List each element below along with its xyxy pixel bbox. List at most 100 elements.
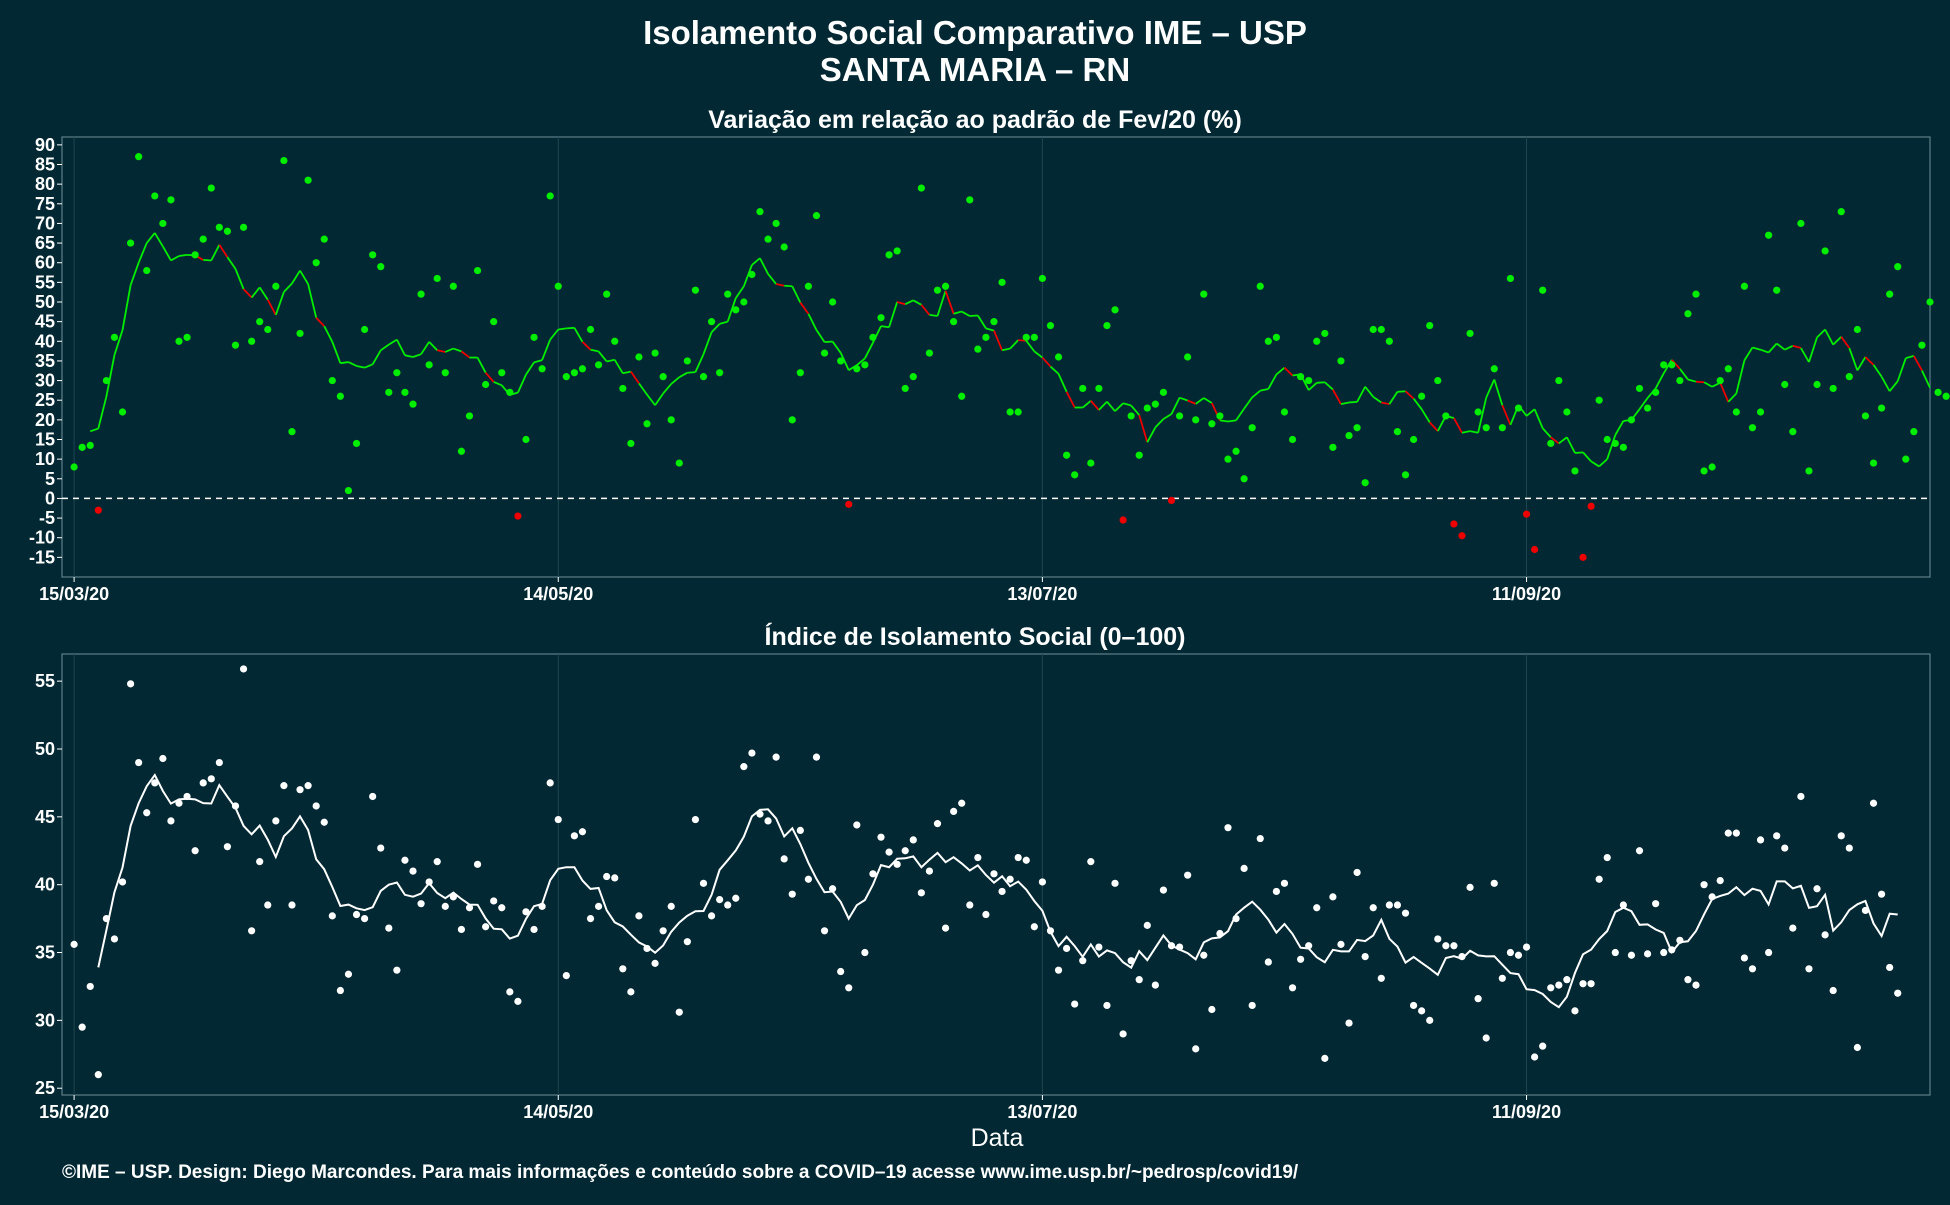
panel1-data-point (1297, 373, 1305, 381)
panel1-trend-segment (525, 361, 535, 376)
panel1-trend-segment (1816, 328, 1826, 339)
panel1-trend-segment (1138, 414, 1149, 443)
panel1-trend-segment (1800, 347, 1810, 363)
panel1-data-point (1877, 404, 1886, 412)
panel1-data-point (716, 369, 724, 377)
panel1-data-point (514, 512, 522, 520)
panel1-data-point (1652, 388, 1660, 396)
panel2-data-point (1127, 957, 1135, 965)
panel1-trend-segment (170, 255, 180, 262)
panel1-data-point (191, 251, 199, 259)
panel1-data-point (554, 282, 562, 290)
panel1-trend-segment (1493, 379, 1504, 406)
panel1-y-tick-label: 45 (35, 312, 55, 332)
panel1-data-point (425, 361, 433, 369)
panel1-data-point (1845, 373, 1853, 381)
panel1-trend-segment (1162, 413, 1172, 420)
panel1-data-point (183, 333, 191, 341)
panel2-data-point (1748, 965, 1757, 973)
panel1-data-point (1660, 361, 1668, 369)
panel1-data-point (1054, 353, 1063, 361)
panel2-data-point (667, 902, 675, 910)
panel2-data-point (1297, 955, 1305, 963)
panel1-data-point (1143, 404, 1151, 412)
panel2-data-point (1700, 881, 1708, 889)
panel1-trend-segment (1235, 408, 1245, 421)
panel1-trend-segment (1525, 408, 1536, 417)
panel2-data-point (1442, 942, 1450, 950)
panel1-trend-segment (533, 359, 543, 364)
panel1-trend-segment (1695, 380, 1705, 384)
panel2-data-point (126, 680, 135, 688)
panel1-trend-segment (356, 365, 365, 369)
panel2-data-point (1813, 885, 1821, 893)
panel1-data-point (1014, 408, 1022, 416)
panel2-data-point (1531, 1053, 1539, 1061)
panel1-data-point (740, 298, 748, 306)
panel2-data-point (1781, 844, 1789, 852)
panel2-x-tick-label: 15/03/20 (39, 1102, 109, 1122)
panel1-trend-segment (654, 392, 664, 406)
panel1-trend-segment (371, 349, 382, 365)
panel1-trend-segment (1283, 367, 1294, 377)
panel2-data-point (1837, 832, 1845, 840)
panel1-y-tick-label: 10 (35, 449, 55, 469)
panel1-data-point (1135, 451, 1143, 459)
panel2-data-point (1732, 829, 1740, 837)
panel2-data-point (1264, 958, 1272, 966)
panel1-trend-segment (1896, 357, 1907, 382)
panel2-data-point (280, 782, 288, 790)
panel2-data-point (272, 817, 280, 825)
panel2-data-point (248, 927, 256, 935)
panel1-trend-segment (936, 290, 947, 317)
panel1-trend-segment (1784, 344, 1794, 351)
panel1-trend-segment (799, 302, 810, 315)
panel1-data-point (691, 286, 700, 294)
panel1-data-point (417, 290, 425, 298)
panel1-data-point (86, 441, 94, 449)
panel1-trend-segment (1921, 370, 1931, 389)
panel1-data-point (1184, 353, 1192, 361)
panel1-trend-segment (1219, 419, 1229, 423)
panel1-trend-segment (1356, 386, 1366, 403)
panel1-y-tick-label: 55 (35, 272, 55, 292)
panel2-data-point (1627, 951, 1636, 959)
panel2-data-point (659, 927, 667, 935)
panel2-data-point (619, 965, 627, 973)
panel2-data-point (514, 997, 522, 1005)
panel1-data-point (1280, 408, 1289, 416)
panel2-data-point (1716, 877, 1724, 885)
panel2-data-point (1167, 942, 1176, 950)
panel2-data-point (772, 753, 780, 761)
panel1-trend-segment (1122, 402, 1132, 407)
panel1-data-point (1079, 384, 1087, 393)
panel1-data-point (151, 192, 159, 200)
panel1-data-point (1474, 408, 1482, 416)
panel2-data-point (1563, 976, 1571, 984)
panel2-data-point (845, 984, 853, 992)
panel2-data-point (853, 821, 861, 829)
panel2-data-point (1305, 942, 1313, 950)
panel1-trend-segment (1913, 355, 1923, 371)
panel2-data-point (1071, 1000, 1079, 1008)
panel2-data-point (1103, 1001, 1111, 1010)
panel1-data-point (1313, 337, 1321, 345)
panel2-data-point (901, 847, 909, 855)
panel1-data-point (1385, 337, 1393, 345)
panel1-data-point (780, 243, 788, 251)
panel2-data-point (94, 1071, 102, 1079)
panel1-trend-segment (1550, 436, 1560, 445)
panel1-trend-segment (742, 264, 753, 287)
panel1-trend-segment (242, 288, 253, 299)
panel1-trend-segment (1477, 397, 1488, 433)
panel1-y-tick-label: 25 (35, 390, 55, 410)
panel1-data-point (1861, 412, 1870, 420)
panel1-data-point (990, 318, 998, 326)
panel1-data-point (1127, 412, 1135, 420)
panel1-data-point (401, 388, 409, 396)
panel2-data-point (425, 878, 433, 886)
panel2-data-point (1756, 836, 1765, 844)
panel1-data-point (1006, 408, 1014, 416)
panel1-data-point (1216, 412, 1224, 420)
panel2-data-point (917, 889, 925, 897)
